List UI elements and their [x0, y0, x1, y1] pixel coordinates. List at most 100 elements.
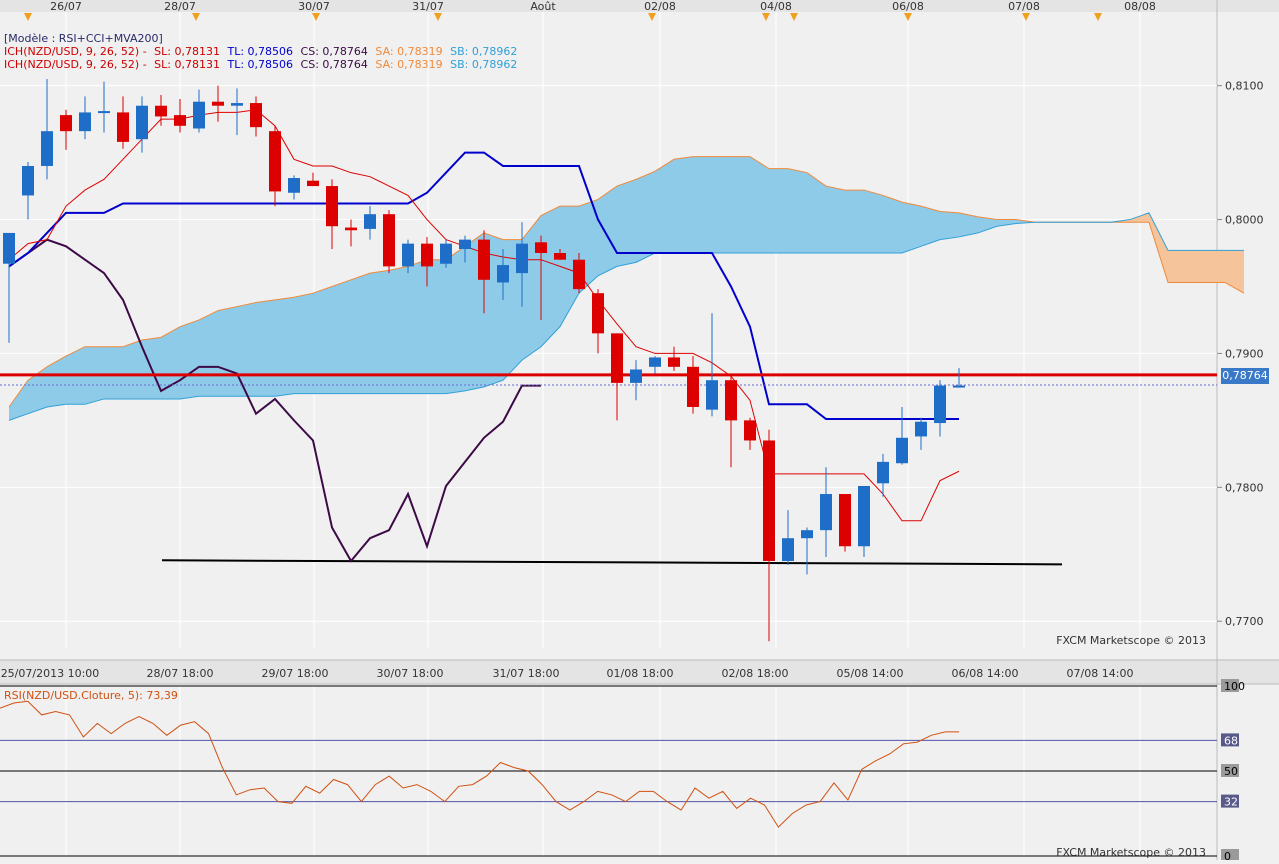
bearish-candle	[687, 366, 699, 407]
top-date-axis	[0, 0, 1279, 12]
cloud-segment	[1206, 250, 1225, 283]
cloud-segment	[123, 340, 142, 399]
ich-legend-2: ICH(NZD/USD, 9, 26, 52) - SL: 0,78131 TL…	[4, 58, 521, 71]
bottom-time-label: 25/07/2013 10:00	[1, 667, 100, 680]
model-label: [Modèle : RSI+CCI+MVA200]	[4, 32, 163, 45]
rsi-level-badge	[1221, 679, 1239, 692]
cloud-segment	[351, 273, 370, 394]
bearish-candle	[573, 259, 585, 290]
bearish-candle	[668, 357, 680, 367]
bearish-candle	[744, 420, 756, 441]
bullish-candle	[288, 178, 300, 193]
bullish-candle	[896, 437, 908, 464]
bullish-candle	[402, 243, 414, 267]
bearish-candle	[326, 186, 338, 227]
bottom-time-label: 30/07 18:00	[377, 667, 444, 680]
top-date-label: 30/07	[298, 0, 330, 13]
bullish-candle	[231, 103, 243, 106]
cloud-segment	[389, 266, 408, 394]
bearish-candle	[250, 103, 262, 128]
watermark: FXCM Marketscope © 2013	[1056, 634, 1206, 647]
cloud-segment	[997, 219, 1016, 227]
bullish-candle	[193, 101, 205, 129]
cloud-segment	[845, 190, 864, 254]
event-marker-icon	[312, 13, 320, 21]
bearish-candle	[269, 131, 281, 192]
cloud-segment	[731, 156, 750, 254]
cloud-segment	[275, 297, 294, 397]
bottom-time-axis	[0, 660, 1279, 684]
bottom-time-label: 05/08 14:00	[837, 667, 904, 680]
ich-legend-sb: SB: 0,78962	[450, 45, 518, 58]
bearish-candle	[345, 227, 357, 231]
top-date-label: 07/08	[1008, 0, 1040, 13]
cloud-segment	[598, 186, 617, 276]
cloud-segment	[655, 159, 674, 254]
bullish-candle	[79, 112, 91, 132]
y-tick-label: 0,8000	[1225, 214, 1264, 227]
bearish-candle	[478, 239, 490, 280]
cloud-segment	[256, 299, 275, 397]
cloud-segment	[1130, 212, 1149, 223]
event-marker-icon	[904, 13, 912, 21]
bottom-time-label: 31/07 18:00	[493, 667, 560, 680]
bearish-candle	[117, 112, 129, 142]
bearish-candle	[421, 243, 433, 267]
bearish-candle	[763, 440, 775, 561]
cloud-segment	[902, 202, 921, 254]
cloud-segment	[959, 212, 978, 237]
rsi-level-badge	[1221, 849, 1239, 862]
cloud-segment	[28, 366, 47, 414]
cloud-segment	[712, 156, 731, 254]
cloud-segment	[788, 168, 807, 254]
bullish-candle	[953, 385, 965, 388]
bullish-candle	[782, 538, 794, 561]
cloud-segment	[161, 326, 180, 399]
cloud-segment	[883, 195, 902, 254]
top-date-label: 08/08	[1124, 0, 1156, 13]
bullish-candle	[41, 131, 53, 166]
bearish-candle	[611, 333, 623, 383]
rsi-level-badge	[1221, 764, 1239, 777]
bullish-candle	[459, 239, 471, 249]
bottom-time-label: 02/08 18:00	[722, 667, 789, 680]
cloud-segment	[1225, 250, 1244, 294]
rsi-line	[0, 700, 960, 828]
top-date-label: 04/08	[760, 0, 792, 13]
cloud-segment	[921, 206, 940, 247]
cloud-segment	[104, 346, 123, 399]
cloud-segment	[47, 356, 66, 407]
ich-legend-name: ICH(NZD/USD, 9, 26, 52) -	[4, 45, 147, 58]
cloud-segment	[446, 246, 465, 394]
event-marker-icon	[24, 13, 32, 21]
bullish-candle	[98, 111, 110, 114]
ich-legend-cs: CS: 0,78764	[300, 45, 368, 58]
bullish-candle	[858, 485, 870, 547]
bullish-candle	[934, 385, 946, 424]
rsi-watermark: FXCM Marketscope © 2013	[1056, 846, 1206, 859]
ich-legend-1: ICH(NZD/USD, 9, 26, 52) - SL: 0,78131 TL…	[4, 45, 521, 58]
cloud-segment	[332, 279, 351, 394]
rsi-level-label: 0	[1224, 850, 1231, 860]
bearish-candle	[60, 115, 72, 132]
cloud-segment	[313, 286, 332, 394]
ich-legend-name: ICH(NZD/USD, 9, 26, 52) -	[4, 58, 147, 71]
bearish-candle	[725, 380, 737, 421]
top-date-label: 31/07	[412, 0, 444, 13]
bottom-time-label: 01/08 18:00	[607, 667, 674, 680]
bullish-candle	[630, 369, 642, 383]
bullish-candle	[915, 421, 927, 437]
bearish-candle	[212, 101, 224, 106]
bearish-candle	[839, 494, 851, 547]
cloud-segment	[826, 186, 845, 254]
bullish-candle	[801, 530, 813, 539]
event-marker-icon	[434, 13, 442, 21]
bottom-time-label: 28/07 18:00	[147, 667, 214, 680]
bearish-candle	[554, 253, 566, 260]
bottom-time-label: 06/08 14:00	[952, 667, 1019, 680]
top-date-label: 06/08	[892, 0, 924, 13]
bullish-candle	[497, 265, 509, 283]
ich-legend-cs: CS: 0,78764	[300, 58, 368, 71]
